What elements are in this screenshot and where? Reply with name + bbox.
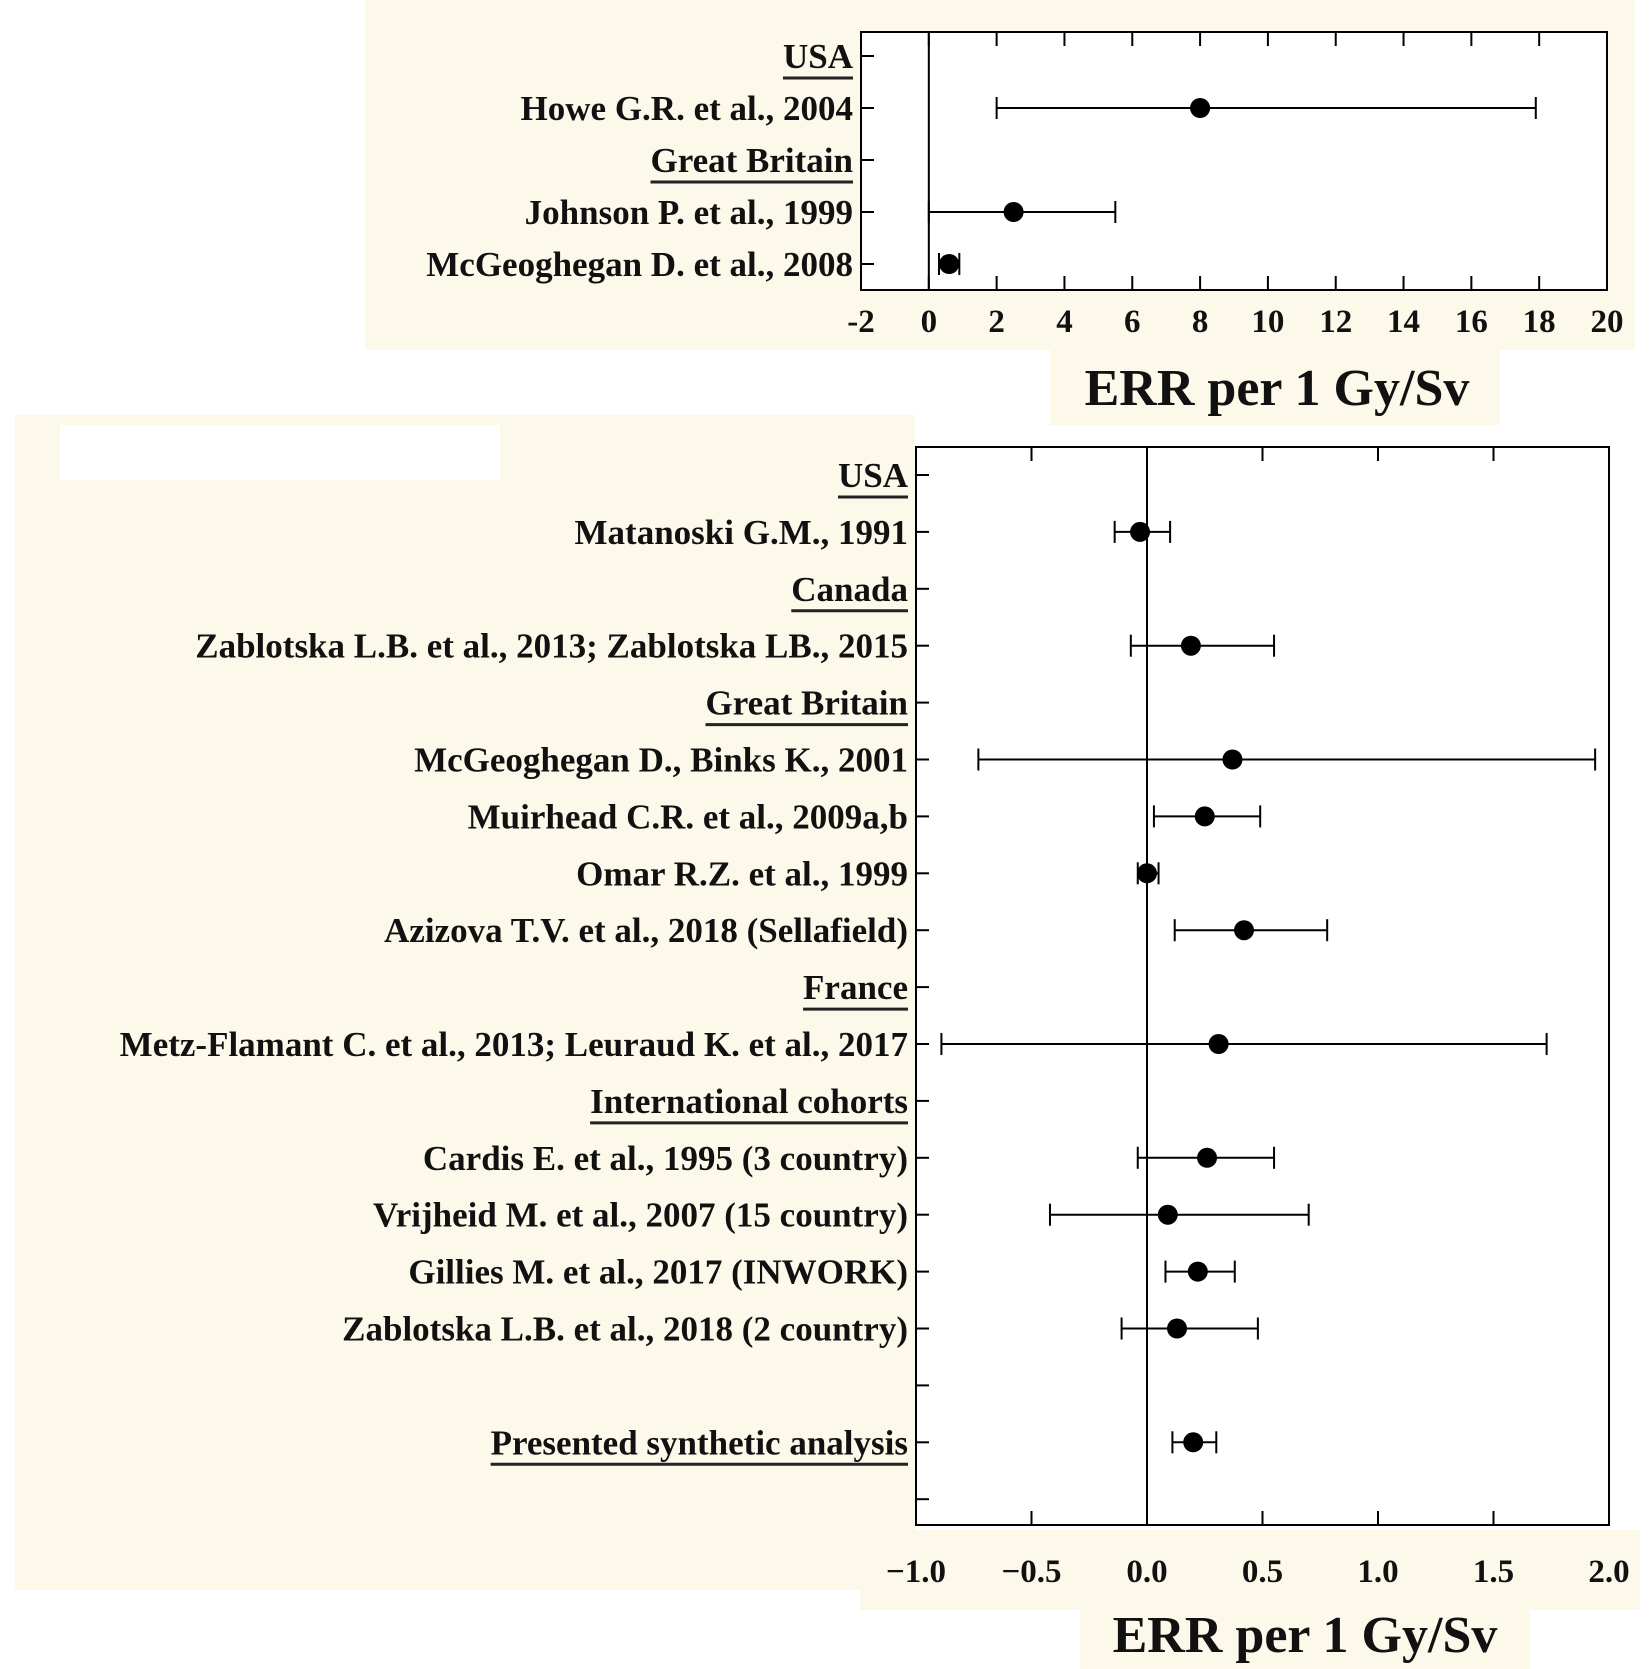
forest-plot-2: −1.0 −0.5 0.0 0.5 1.0 1.5 2.0 ERR per 1 Gy/Sv US… bbox=[120, 446, 1630, 1664]
point-estimate bbox=[1222, 749, 1243, 770]
point-estimate bbox=[1197, 1147, 1218, 1168]
study-label: Zablotska L.B. et al., 2018 (2 country) bbox=[342, 1310, 908, 1349]
point-estimate bbox=[1208, 1034, 1229, 1054]
study-label: Omar R.Z. et al., 1999 bbox=[576, 854, 908, 893]
study-label: Azizova T.V. et al., 2018 (Sellafield) bbox=[384, 911, 908, 950]
point-estimate bbox=[1003, 202, 1024, 222]
x-tick-label: −1.0 bbox=[886, 1554, 946, 1590]
study-label: Gillies M. et al., 2017 (INWORK) bbox=[408, 1253, 908, 1292]
point-estimate bbox=[1194, 806, 1215, 827]
study-label: Metz-Flamant C. et al., 2013; Leuraud K.… bbox=[120, 1025, 908, 1064]
study-label: Muirhead C.R. et al., 2009a,b bbox=[468, 797, 908, 836]
group-header-label: Great Britain bbox=[705, 684, 908, 723]
study-label: Zablotska L.B. et al., 2013; Zablotska L… bbox=[195, 627, 908, 666]
point-estimate bbox=[1137, 863, 1157, 884]
group-header-label: USA bbox=[783, 37, 854, 76]
group-header-label: France bbox=[803, 968, 908, 1007]
group-header-label: Great Britain bbox=[650, 141, 853, 180]
study-label: Matanoski G.M., 1991 bbox=[575, 513, 908, 552]
point-estimate bbox=[1180, 635, 1201, 656]
x-tick-label: −0.5 bbox=[1001, 1554, 1061, 1590]
x-tick-label: -2 bbox=[847, 304, 875, 340]
x-tick-label: 0 bbox=[921, 304, 938, 340]
point-estimate bbox=[1167, 1318, 1188, 1339]
group-header-label: USA bbox=[838, 456, 909, 495]
x-tick-label: 2.0 bbox=[1588, 1554, 1629, 1590]
x-axis-title: ERR per 1 Gy/Sv bbox=[1113, 1607, 1498, 1664]
point-estimate bbox=[1190, 98, 1211, 118]
x-tick-label: 1.5 bbox=[1473, 1554, 1514, 1590]
x-tick-label: 0.0 bbox=[1126, 1554, 1167, 1590]
point-estimate bbox=[1187, 1261, 1208, 1282]
study-label: Vrijheid M. et al., 2007 (15 country) bbox=[373, 1196, 908, 1235]
study-label: McGeoghegan D. et al., 2008 bbox=[426, 245, 853, 284]
group-header-label: International cohorts bbox=[590, 1082, 908, 1121]
x-axis-title: ERR per 1 Gy/Sv bbox=[1085, 360, 1470, 417]
x-tick-label: 18 bbox=[1523, 304, 1556, 340]
forest-plot-1: -2 0 2 4 6 8 10 12 14 16 18 20 ERR per 1 Gy/Sv USA How… bbox=[426, 31, 1624, 417]
x-tick-label: 14 bbox=[1387, 304, 1420, 340]
point-estimate bbox=[1157, 1204, 1178, 1225]
study-label: Cardis E. et al., 1995 (3 country) bbox=[423, 1139, 908, 1178]
x-tick-label: 1.0 bbox=[1357, 1554, 1398, 1590]
x-tick-label: 6 bbox=[1124, 304, 1141, 340]
x-tick-label: 10 bbox=[1251, 304, 1284, 340]
x-tick-label: 0.5 bbox=[1242, 1554, 1283, 1590]
point-estimate bbox=[1234, 920, 1255, 941]
group-header-label: Canada bbox=[791, 570, 908, 609]
point-estimate bbox=[939, 254, 960, 274]
x-tick-label: 16 bbox=[1455, 304, 1488, 340]
x-tick-label: 12 bbox=[1319, 304, 1352, 340]
study-label: Howe G.R. et al., 2004 bbox=[521, 89, 853, 128]
x-tick-label: 2 bbox=[988, 304, 1005, 340]
x-tick-label: 4 bbox=[1056, 304, 1073, 340]
study-label: Johnson P. et al., 1999 bbox=[525, 193, 853, 232]
point-estimate bbox=[1130, 521, 1151, 542]
point-estimate bbox=[1183, 1432, 1204, 1453]
plot-frame bbox=[860, 31, 1608, 291]
plot-frame bbox=[915, 446, 1610, 1526]
x-tick-label: 20 bbox=[1591, 304, 1624, 340]
group-header-label: Presented synthetic analysis bbox=[491, 1423, 908, 1462]
study-label: McGeoghegan D., Binks K., 2001 bbox=[414, 741, 908, 780]
x-tick-label: 8 bbox=[1192, 304, 1209, 340]
